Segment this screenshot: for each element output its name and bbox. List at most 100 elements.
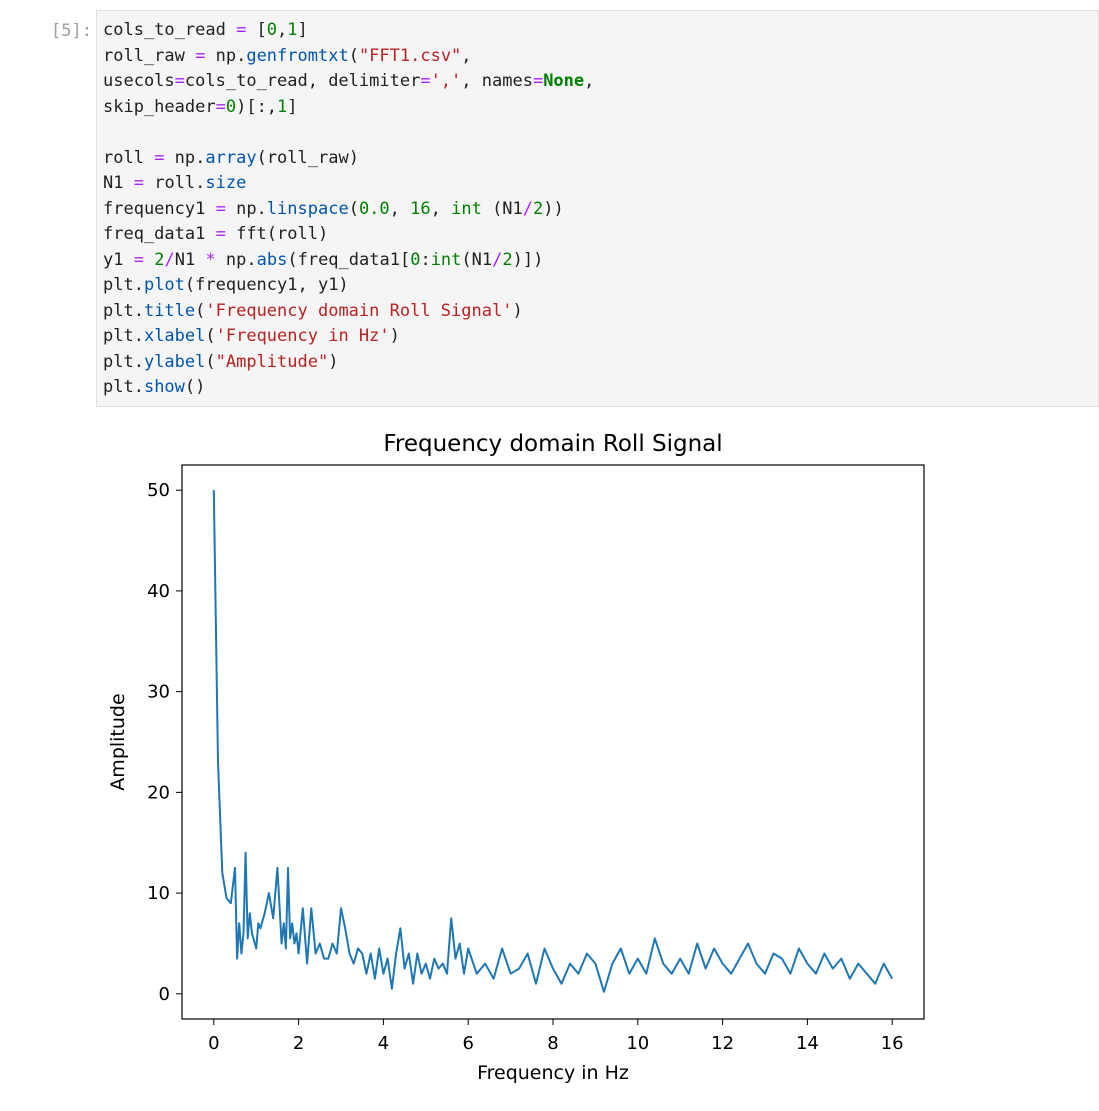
code-token: "Amplitude" [215,351,329,372]
code-token: y1 [103,249,134,270]
code-token: (N1 [481,198,523,219]
code-token: ) [512,300,523,321]
code-token: ',' [430,71,462,91]
code-editor[interactable]: cols_to_read = [0,1] roll_raw = np.genfro… [103,18,1098,401]
code-token: roll_raw [103,45,196,66]
code-token: = [532,71,544,91]
code-token: 16 [410,198,431,219]
code-token: freq_data1 [103,224,216,244]
code-token: 2 [533,198,544,219]
x-tick-label: 12 [711,1033,734,1054]
code-token: roll. [143,173,206,193]
code-token: ( [205,351,216,372]
code-token: 0 [410,249,421,270]
code-cell-input[interactable]: cols_to_read = [0,1] roll_raw = np.genfro… [96,10,1099,407]
cell-prompt: [5]: [51,21,92,41]
code-token: np. [215,249,257,270]
code-token: fft(roll) [225,224,329,244]
code-token: = [215,96,226,117]
code-token: (roll_raw) [256,147,359,168]
code-token: cols_to_read [103,20,237,40]
code-token: title [143,300,196,321]
code-token: , [277,20,288,40]
code-token: (freq_data1[ [287,249,411,270]
y-tick-label: 0 [159,984,170,1005]
code-token: = [174,71,185,91]
code-token: size [205,173,247,193]
code-token: 1 [287,20,298,40]
code-token: show [143,377,185,397]
code-token: roll [103,147,155,168]
code-token: , names [461,71,533,91]
code-line: usecols=cols_to_read, delimiter=',', nam… [103,69,1098,95]
y-tick-label: 20 [147,782,170,803]
code-token: = [215,198,226,219]
chart-title: Frequency domain Roll Signal [383,431,722,457]
code-token: 'Frequency in Hz' [215,326,390,346]
code-token: array [205,147,257,168]
code-token: np. [225,198,267,219]
code-token: / [492,249,503,270]
code-token: np. [205,45,247,66]
code-token: genfromtxt [246,45,349,66]
code-line: y1 = 2/N1 * np.abs(freq_data1[0:int(N1/2… [103,248,1098,274]
x-tick-label: 16 [881,1033,904,1054]
code-token: None [543,71,585,91]
code-token: = [195,45,206,66]
cell-output: Frequency domain Roll Signal Frequency i… [96,418,996,1098]
code-line: roll = np.array(roll_raw) [103,146,1098,172]
code-token: (frequency1, y1) [184,275,349,295]
code-token: * [205,249,216,270]
code-token: ylabel [143,351,206,372]
code-token: 0 [266,20,278,40]
y-tick-label: 40 [147,581,170,602]
code-token: ( [348,198,359,219]
series-line [212,490,894,993]
x-tick-label: 14 [796,1033,819,1054]
code-token: : [420,249,431,270]
code-line: skip_header=0)[:,1] [103,95,1098,121]
x-tick-label: 4 [378,1033,389,1054]
code-token: xlabel [143,326,206,346]
code-token: 0.0 [358,198,390,219]
code-token: ( [195,300,206,321]
x-tick-label: 10 [626,1033,649,1054]
code-token: plt. [103,326,144,346]
code-line: plt.plot(frequency1, y1) [103,273,1098,299]
code-token: 1 [277,96,288,117]
code-token: ) [389,326,400,346]
code-token: ] [287,96,298,117]
code-token: = [133,173,144,193]
y-axis-label: Amplitude [107,693,129,790]
code-token: 2 [154,249,165,270]
code-line: freq_data1 = fft(roll) [103,222,1098,248]
code-token: cols_to_read, delimiter [184,71,421,91]
code-token: ] [297,20,308,40]
code-line: plt.show() [103,375,1098,401]
code-token: ) [328,351,339,372]
code-line: plt.ylabel("Amplitude") [103,350,1098,376]
code-token: , [584,71,595,91]
code-token: )) [543,198,564,219]
x-tick-label: 8 [547,1033,558,1054]
code-token: plt. [103,275,144,295]
line-chart: Frequency domain Roll Signal Frequency i… [107,431,925,1084]
code-line: frequency1 = np.linspace(0.0, 16, int (N… [103,197,1098,223]
code-token: , [389,198,411,219]
code-token: linspace [266,198,349,219]
code-token: () [184,377,206,397]
code-token: 0 [225,96,237,117]
code-line: roll_raw = np.genfromtxt("FFT1.csv", [103,44,1098,70]
code-token: abs [256,249,288,270]
code-token: )[:, [236,96,278,117]
code-token: skip_header [103,96,216,117]
code-token: = [215,224,226,244]
code-token: )]) [512,249,544,270]
x-tick-label: 0 [208,1033,219,1054]
code-token: N1 [174,249,206,270]
code-line [103,120,1098,146]
code-token: "FFT1.csv" [358,45,462,66]
x-tick-label: 2 [293,1033,304,1054]
code-token: frequency1 [103,198,216,219]
y-tick-label: 30 [147,682,170,703]
